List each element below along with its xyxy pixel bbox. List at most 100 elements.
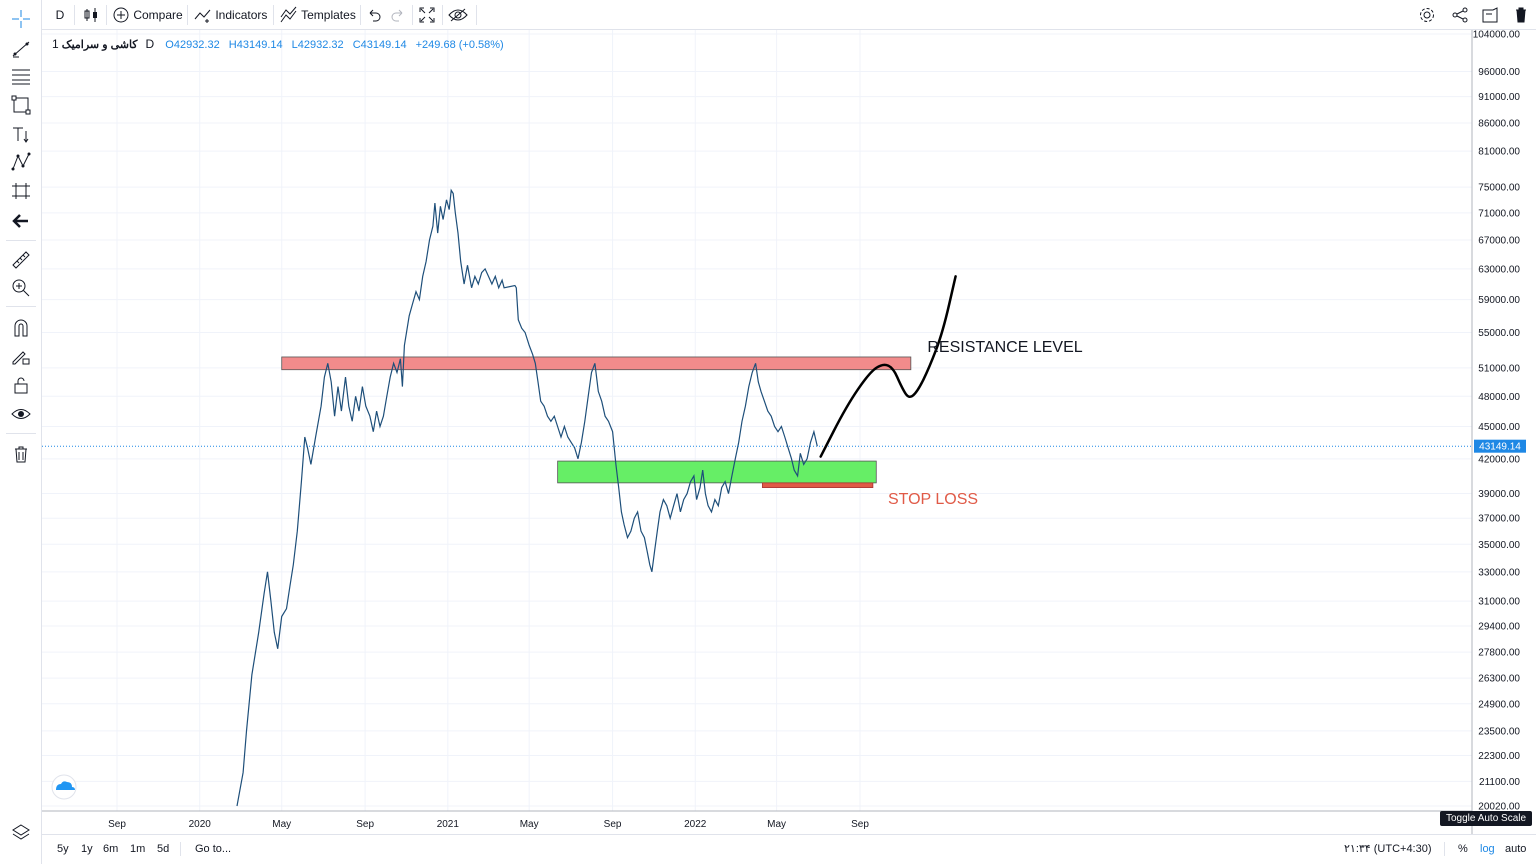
symbol-name[interactable]: کاشی و سرامیک (61, 39, 138, 51)
y-tick-label: 20020.00 (1478, 802, 1520, 813)
y-tick-label: 71000.00 (1478, 208, 1520, 219)
hide-drawings-icon[interactable] (447, 0, 469, 30)
y-tick-label: 75000.00 (1478, 183, 1520, 194)
support-zone[interactable] (557, 460, 877, 484)
legend-high: H43149.14 (228, 39, 283, 51)
share-icon[interactable] (1451, 0, 1469, 30)
last-price-badge: 43149.14 (1474, 439, 1526, 453)
pattern-icon[interactable] (10, 151, 32, 173)
trash-icon[interactable] (10, 443, 32, 465)
cloud-icon (56, 781, 75, 790)
trash-icon[interactable] (1512, 0, 1530, 30)
stop-loss-label: STOP LOSS (888, 491, 978, 508)
clock-label[interactable]: ۲۱:۳۴ (UTC+4:30) (1344, 843, 1432, 855)
projection-curve[interactable] (819, 275, 957, 458)
settings-icon[interactable] (1418, 0, 1436, 30)
range-5d[interactable]: 5d (157, 843, 170, 855)
price-line (236, 188, 818, 807)
resistance-zone[interactable] (281, 356, 912, 371)
resistance-label: RESISTANCE LEVEL (927, 339, 1082, 356)
y-tick-label: 45000.00 (1478, 422, 1520, 433)
lock-icon[interactable] (10, 374, 32, 396)
y-tick-label: 63000.00 (1478, 264, 1520, 275)
fib-icon[interactable] (10, 65, 32, 87)
x-tick-label: 2022 (684, 819, 707, 830)
indicators-button[interactable]: Indicators (194, 0, 267, 30)
legend-low: L42932.32 (291, 39, 344, 51)
crosshair-icon[interactable] (10, 8, 32, 30)
candles-icon[interactable] (82, 0, 100, 30)
y-tick-label: 55000.00 (1478, 328, 1520, 339)
price-axis[interactable]: 104000.00 96000.00 91000.00 86000.00 81000.0… (1473, 30, 1521, 813)
percent-toggle[interactable]: % (1458, 843, 1468, 855)
snapshot-icon[interactable] (1481, 0, 1499, 30)
trend-line-icon[interactable] (10, 37, 32, 59)
rectangle-icon[interactable] (10, 94, 32, 116)
y-tick-label: 35000.00 (1478, 540, 1520, 551)
templates-icon (280, 6, 297, 23)
range-1y[interactable]: 1y (81, 843, 93, 855)
y-tick-label: 23500.00 (1478, 726, 1520, 737)
eye-icon[interactable] (10, 403, 32, 425)
templates-label: Templates (301, 8, 356, 22)
y-tick-label: 81000.00 (1478, 147, 1520, 158)
legend-change: +249.68 (+0.58%) (415, 39, 504, 51)
prediction-icon[interactable] (10, 180, 32, 202)
y-tick-label: 86000.00 (1478, 119, 1520, 130)
redo-icon[interactable] (390, 0, 406, 30)
lock-drawing-icon[interactable] (10, 345, 32, 367)
back-arrow-icon[interactable] (10, 210, 32, 232)
y-tick-label: 59000.00 (1478, 295, 1520, 306)
x-tick-label: Sep (604, 819, 622, 830)
plus-circle-icon (113, 7, 129, 23)
y-tick-label: 26300.00 (1478, 674, 1520, 685)
stop-loss-zone[interactable] (761, 482, 874, 488)
log-toggle[interactable]: log (1480, 843, 1495, 855)
left-toolbar (0, 0, 42, 864)
projection-drawing[interactable] (819, 275, 957, 458)
y-tick-label: 31000.00 (1478, 597, 1520, 608)
range-5y[interactable]: 5y (57, 843, 69, 855)
goto-button[interactable]: Go to... (195, 843, 232, 855)
layers-icon[interactable] (10, 822, 32, 844)
ruler-icon[interactable] (10, 249, 32, 271)
symbol-legend: کاشی و سرامیک 1D O42932.32 H43149.14 L42… (52, 37, 510, 51)
x-tick-label: Sep (851, 819, 869, 830)
tv-logo[interactable] (51, 774, 77, 800)
y-tick-label: 37000.00 (1478, 514, 1520, 525)
fullscreen-icon[interactable] (418, 0, 436, 30)
drawing-zones[interactable] (281, 356, 912, 488)
auto-toggle[interactable]: auto (1505, 843, 1527, 855)
indicators-icon (194, 9, 211, 23)
undo-icon[interactable] (366, 0, 382, 30)
y-tick-label: 22300.00 (1478, 751, 1520, 762)
text-icon[interactable] (10, 123, 32, 145)
toolbar-separator (74, 5, 75, 25)
toolbar-divider (6, 433, 36, 434)
toolbar-divider (6, 306, 36, 307)
magnet-icon[interactable] (10, 317, 32, 339)
templates-button[interactable]: Templates (280, 0, 356, 30)
x-tick-label: Sep (356, 819, 374, 830)
compare-button[interactable]: Compare (112, 0, 183, 30)
indicators-label: Indicators (215, 8, 268, 22)
time-axis[interactable]: Sep 2020 May Sep 2021 May Sep 2022 May Sep (108, 819, 869, 830)
zoom-icon[interactable] (10, 277, 32, 299)
y-tick-label: 33000.00 (1478, 567, 1520, 578)
y-tick-label: 91000.00 (1478, 92, 1520, 103)
toolbar-separator (476, 5, 477, 25)
legend-interval: 1D (52, 37, 155, 51)
range-6m[interactable]: 6m (103, 843, 119, 855)
bottom-bar: 5y 1y 6m 1m 5d Go to... ۲۱:۳۴ (UTC+4:30)… (42, 834, 1536, 864)
toolbar-separator (106, 5, 107, 25)
legend-open: O42932.32 (165, 39, 220, 51)
x-tick-label: May (767, 819, 786, 830)
interval-button[interactable]: D (55, 8, 65, 22)
y-tick-label: 27800.00 (1478, 648, 1520, 659)
legend-close: C43149.14 (352, 39, 407, 51)
toolbar-separator (412, 5, 413, 25)
range-1m[interactable]: 1m (130, 843, 146, 855)
drawing-labels: RESISTANCE LEVEL STOP LOSS (888, 339, 1083, 508)
toolbar-separator (273, 5, 274, 25)
